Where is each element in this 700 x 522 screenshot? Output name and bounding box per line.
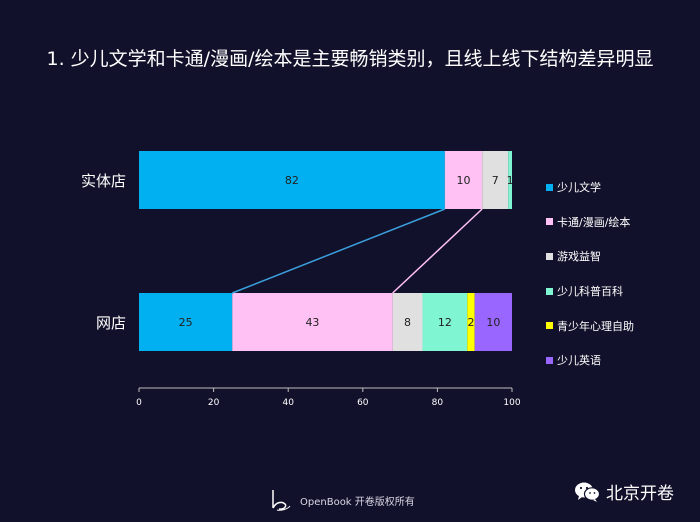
legend-item-4: 青少年心理自助: [546, 308, 634, 343]
stacked-bar-chart: 82 10 7 1 实体店 25 43 8 12 2 10 网店 0 20 40 60 80 100: [81, 151, 521, 408]
x-tick-label-3: 60: [357, 398, 369, 408]
x-tick-label-2: 40: [282, 398, 294, 408]
data-label-0-3: 1: [507, 174, 514, 187]
connector-line-1: [392, 208, 483, 294]
legend-label-4: 青少年心理自助: [557, 319, 634, 333]
legend-label-3: 少儿科普百科: [557, 285, 623, 299]
legend-swatch-3: [546, 287, 553, 295]
x-tick-label-4: 80: [432, 398, 444, 408]
legend-swatch-0: [546, 183, 553, 191]
legend-label-2: 游戏益智: [557, 250, 601, 264]
data-label-1-1: 43: [305, 316, 319, 329]
legend-item-0: 少儿文学: [546, 170, 634, 205]
data-label-1-5: 10: [486, 316, 500, 329]
x-tick-label-1: 20: [208, 398, 220, 408]
data-label-1-4: 2: [467, 316, 474, 329]
openbook-logo-icon: [272, 490, 291, 511]
bar-segment-1-4: [467, 293, 475, 351]
category-label-0: 实体店: [81, 172, 126, 190]
bar-segment-1-0: [139, 293, 233, 351]
wechat-icon: [575, 482, 600, 502]
bar-segment-1-5: [474, 293, 512, 351]
data-label-1-0: 25: [179, 316, 193, 329]
legend-item-5: 少儿英语: [546, 343, 634, 378]
chart-title: 1. 少儿文学和卡通/漫画/绘本是主要畅销类别，且线上线下结构差异明显: [46, 48, 654, 70]
data-label-0-2: 7: [492, 174, 499, 187]
legend-label-0: 少儿文学: [557, 181, 601, 195]
legend-swatch-2: [546, 252, 553, 260]
bar-segment-0-2: [482, 151, 509, 209]
legend-item-3: 少儿科普百科: [546, 274, 634, 309]
data-label-1-3: 12: [438, 316, 452, 329]
bar-segment-1-3: [422, 293, 468, 351]
legend-swatch-1: [546, 218, 553, 226]
footer-copyright: OpenBook 开卷版权所有: [300, 497, 415, 508]
connector-line-0: [231, 208, 446, 294]
data-label-0-0: 82: [285, 174, 299, 187]
wechat-watermark: 北京开卷: [574, 479, 674, 504]
legend: 少儿文学卡通/漫画/绘本 游戏益智少儿科普百科 青少年心理自助 少儿英语: [546, 170, 634, 378]
legend-label-5: 少儿英语: [557, 354, 601, 368]
legend-swatch-4: [546, 322, 553, 330]
data-label-1-2: 8: [404, 316, 411, 329]
category-label-1: 网店: [96, 314, 126, 332]
bar-segment-0-0: [139, 151, 445, 209]
x-tick-label-5: 100: [503, 398, 520, 408]
bar-segment-0-3: [508, 151, 512, 209]
bar-segment-1-2: [392, 293, 423, 351]
bar-segment-1-1: [232, 293, 393, 351]
legend-item-2: 游戏益智: [546, 239, 634, 274]
legend-swatch-5: [546, 356, 553, 364]
wechat-account-name: 北京开卷: [606, 484, 674, 504]
legend-label-1: 卡通/漫画/绘本: [557, 215, 631, 229]
data-label-0-1: 10: [457, 174, 471, 187]
legend-item-1: 卡通/漫画/绘本: [546, 205, 634, 240]
x-tick-label-0: 0: [136, 398, 142, 408]
bar-segment-0-1: [444, 151, 483, 209]
